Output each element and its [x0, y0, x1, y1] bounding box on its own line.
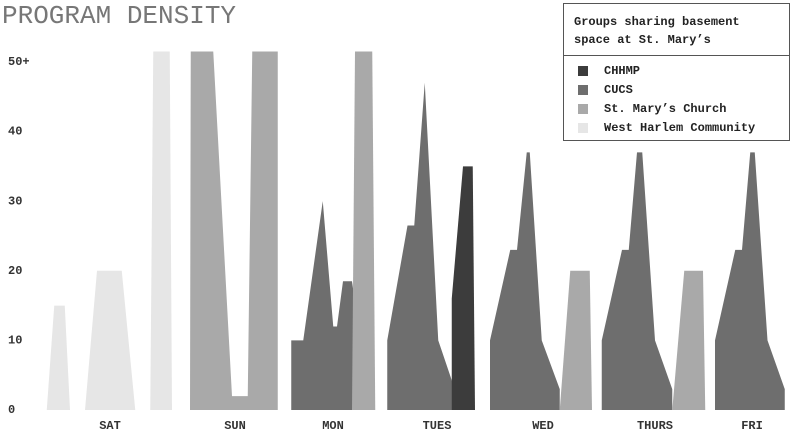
legend-box: [563, 3, 790, 141]
area-shape: [387, 82, 455, 411]
area-shape: [291, 201, 361, 410]
area-shape: [672, 270, 706, 410]
y-tick-label: 50+: [8, 55, 30, 69]
legend-title-line: space at St. Mary’s: [574, 33, 711, 47]
legend-label: St. Mary’s Church: [604, 102, 726, 116]
x-tick-label: THURS: [637, 419, 673, 433]
area-shape: [85, 270, 136, 410]
legend-swatch: [578, 66, 588, 76]
y-tick-label: 20: [8, 264, 22, 278]
y-tick-label: 0: [8, 403, 15, 417]
x-tick-label: SAT: [99, 419, 121, 433]
chart-title: PROGRAM DENSITY: [2, 1, 236, 31]
legend-label: CUCS: [604, 83, 633, 97]
area-shape: [601, 152, 673, 410]
area-shape: [150, 51, 172, 410]
legend-swatch: [578, 123, 588, 133]
legend-label: CHHMP: [604, 64, 640, 78]
area-shape: [190, 51, 278, 410]
legend-swatch: [578, 85, 588, 95]
area-shape: [715, 152, 785, 410]
x-tick-label: SUN: [224, 419, 246, 433]
legend-swatch: [578, 104, 588, 114]
y-tick-label: 10: [8, 334, 22, 348]
area-shape: [46, 305, 70, 410]
legend-label: West Harlem Community: [604, 121, 755, 135]
x-tick-label: FRI: [741, 419, 763, 433]
x-tick-label: TUES: [423, 419, 452, 433]
x-tick-label: WED: [532, 419, 554, 433]
y-tick-label: 40: [8, 125, 22, 139]
y-tick-label: 30: [8, 194, 22, 208]
area-shape: [451, 166, 475, 410]
area-shape: [559, 270, 592, 410]
legend: Groups sharing basement space at St. Mary…: [563, 3, 790, 141]
area-shape: [352, 51, 376, 410]
legend-title: Groups sharing basement space at St. Mary…: [574, 15, 740, 47]
legend-title-line: Groups sharing basement: [574, 15, 740, 29]
area-shape: [490, 152, 560, 410]
x-tick-label: MON: [322, 419, 344, 433]
